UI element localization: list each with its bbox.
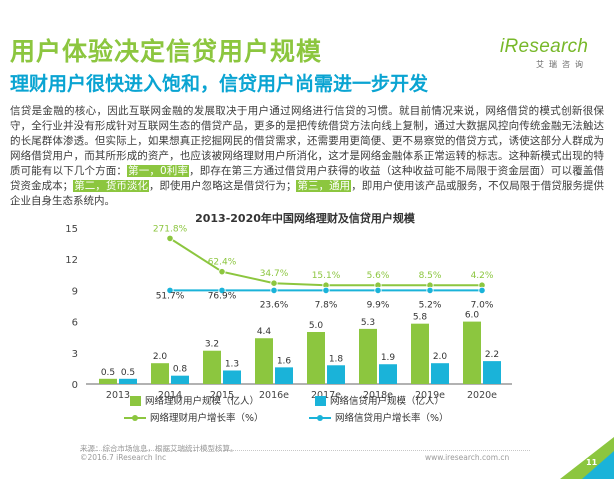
finance-user-bar (203, 350, 221, 384)
body-paragraph: 信贷是金融的核心，因此互联网金融的发展取决于用户通过网络进行信贷的习惯。就目前情… (10, 104, 604, 209)
legend-label: 网络信贷用户规模（亿人） (330, 395, 444, 407)
x-tick-label: 2015 (210, 390, 234, 401)
finance-user-bar (359, 328, 377, 384)
legend-marker-finance-growth (132, 415, 138, 421)
finance-user-value-label: 4.4 (257, 327, 272, 337)
credit-growth-label: 51.7% (156, 291, 185, 301)
finance-user-value-label: 2.0 (153, 352, 168, 362)
credit-growth-point (218, 286, 226, 294)
highlight-universal: 第三，通用 (296, 180, 352, 192)
credit-growth-point (270, 286, 278, 294)
finance-user-value-label: 0.5 (101, 368, 115, 378)
credit-growth-point (322, 286, 330, 294)
finance-growth-label: 34.7% (260, 269, 289, 279)
finance-user-value-label: 5.3 (361, 318, 375, 328)
legend-label: 网络理财用户增长率（%） (150, 412, 264, 424)
credit-user-value-label: 2.0 (433, 352, 448, 362)
credit-user-value-label: 1.3 (225, 359, 239, 369)
finance-growth-label: 8.5% (419, 271, 442, 281)
y-tick-label: 0 (72, 380, 78, 391)
y-tick-label: 12 (65, 255, 78, 266)
finance-growth-label: 15.1% (312, 271, 341, 281)
chart-title: 2013-2020年中国网络理财及信贷用户规模 (195, 211, 416, 225)
finance-user-bar (463, 321, 481, 384)
credit-growth-label: 9.9% (367, 300, 390, 310)
finance-growth-label: 62.4% (208, 258, 237, 268)
finance-growth-label: 271.8% (153, 224, 188, 234)
y-tick-label: 15 (65, 224, 78, 235)
x-tick-label: 2013 (106, 390, 130, 401)
credit-user-bar (275, 367, 293, 384)
highlight-currency-fade: 第二，货币淡化 (73, 180, 149, 192)
credit-user-value-label: 1.6 (277, 356, 292, 366)
credit-user-bar (327, 365, 345, 384)
credit-user-bar (379, 364, 397, 384)
footer-divider (80, 450, 530, 451)
body-text-1: 信贷是金融的核心，因此互联网金融的发展取决于用户通过网络进行信贷的习惯。就目前情… (10, 105, 604, 177)
credit-user-bar (483, 361, 501, 384)
credit-growth-point (374, 286, 382, 294)
credit-user-bar (119, 378, 137, 384)
x-tick-label: 2019e (415, 390, 445, 401)
credit-user-bar (431, 363, 449, 384)
credit-growth-label: 23.6% (260, 300, 289, 310)
credit-user-value-label: 1.9 (381, 353, 396, 363)
finance-user-value-label: 5.0 (309, 321, 324, 331)
x-tick-label: 2016e (259, 390, 289, 401)
iresearch-logo: iResearch (500, 36, 589, 57)
page-title: 用户体验决定信贷用户规模 (10, 37, 323, 66)
finance-growth-point (166, 234, 174, 242)
corner-decoration (560, 437, 614, 479)
y-tick-label: 3 (72, 349, 78, 360)
x-tick-label: 2014 (158, 390, 182, 401)
credit-user-value-label: 0.8 (173, 365, 188, 375)
finance-user-bar (307, 332, 325, 384)
credit-user-bar (171, 375, 189, 384)
credit-growth-label: 76.9% (208, 291, 237, 301)
highlight-zero-interest: 第一，0利率 (127, 165, 190, 177)
y-tick-label: 9 (72, 286, 78, 297)
iresearch-logo-cn: 艾瑞咨询 (536, 60, 588, 69)
credit-growth-point (426, 286, 434, 294)
x-tick-label: 2020e (467, 390, 497, 401)
credit-growth-label: 7.0% (471, 300, 494, 310)
finance-growth-label: 5.6% (367, 271, 390, 281)
finance-growth-point (218, 268, 226, 276)
credit-user-value-label: 2.2 (485, 350, 499, 360)
finance-user-bar (151, 363, 169, 384)
finance-user-bar (255, 338, 273, 384)
website-link[interactable]: www.iresearch.com.cn (425, 453, 510, 462)
credit-growth-point (478, 286, 486, 294)
legend-marker-credit-growth (317, 415, 323, 421)
finance-growth-label: 4.2% (471, 271, 494, 281)
source-note: 来源：综合市场信息，根据艾瑞统计模型核算。 (80, 444, 238, 453)
credit-user-bar (223, 370, 241, 384)
credit-growth-label: 7.8% (315, 300, 338, 310)
credit-growth-point (166, 286, 174, 294)
legend-label: 网络信贷用户增长率（%） (335, 412, 449, 424)
credit-user-value-label: 0.5 (121, 368, 135, 378)
y-tick-label: 6 (72, 318, 78, 329)
x-tick-label: 2018e (363, 390, 393, 401)
page-number: 11 (586, 458, 598, 467)
body-text-3: ，即使用户忽略这是借贷行为； (148, 180, 297, 192)
x-tick-label: 2017e (311, 390, 341, 401)
body-text-4: ，即用户使用该产品或服务，不仅局限于借贷服务提供企业自身生态系统内。 (10, 180, 605, 207)
finance-user-bar (99, 378, 117, 384)
credit-growth-label: 5.2% (419, 300, 442, 310)
legend-swatch-credit (315, 396, 326, 406)
credit-user-value-label: 1.8 (329, 354, 344, 364)
copyright: ©2016.7 iResearch Inc (80, 453, 167, 462)
finance-user-bar (411, 323, 429, 384)
finance-user-value-label: 6.0 (465, 311, 480, 321)
legend-label: 网络理财用户规模（亿人） (145, 395, 259, 407)
finance-user-value-label: 3.2 (205, 340, 219, 350)
finance-user-value-label: 5.8 (413, 313, 428, 323)
page-subtitle: 理财用户很快进入饱和，信贷用户尚需进一步开发 (10, 73, 429, 95)
finance-growth-point (270, 279, 278, 287)
legend-swatch-finance (130, 396, 141, 406)
body-text-2: ，即存在第三方通过借贷用户获得的收益（这种收益可能不局限于资金层面）可以覆盖借贷… (10, 165, 605, 192)
